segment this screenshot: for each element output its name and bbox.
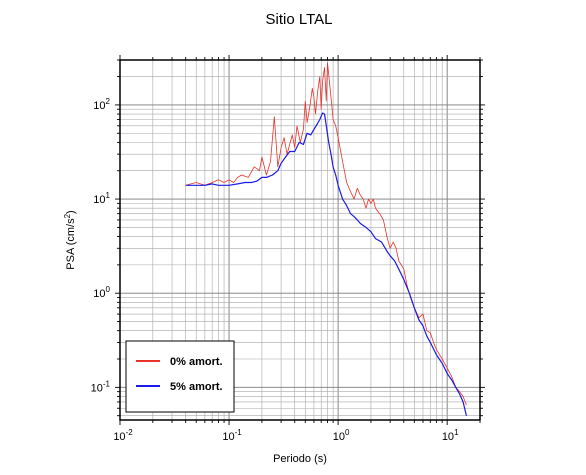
y-tick-label: 100: [93, 285, 110, 300]
legend-box: [125, 340, 235, 413]
series-layer: [185, 62, 467, 416]
series-line-damping-5: [185, 112, 467, 416]
x-axis-label: Periodo (s): [273, 453, 327, 465]
x-tick-label: 101: [442, 428, 459, 443]
tick-label-exponent: -1: [235, 428, 243, 437]
tick-label-exponent: 2: [106, 97, 111, 106]
y-tick-label: 10-1: [91, 379, 111, 394]
legend-label: 5% amort.: [170, 381, 223, 393]
x-tick-label: 100: [333, 428, 350, 443]
tick-label-exponent: 1: [106, 191, 111, 200]
x-tick-label: 10-2: [113, 428, 133, 443]
tick-label-base: 10: [91, 382, 103, 394]
tick-label-base: 10: [222, 431, 234, 443]
legend: 0% amort. 5% amort.: [125, 340, 235, 413]
y-axis-label-suffix: ): [65, 210, 77, 214]
tick-label-exponent: 0: [345, 428, 350, 437]
tick-label-base: 10: [113, 431, 125, 443]
tick-label-exponent: -1: [103, 379, 111, 388]
y-axis-label-sup: 2: [63, 213, 72, 218]
tick-label-base: 10: [93, 194, 105, 206]
plot-frame: [119, 59, 481, 421]
y-tick-label: 101: [93, 191, 110, 206]
y-axis-label: PSA (cm/s2): [63, 210, 78, 269]
tick-label-exponent: -2: [126, 428, 134, 437]
y-axis-label-prefix: PSA (cm/s: [65, 218, 77, 270]
tick-label-base: 10: [93, 100, 105, 112]
axis-ticks: [115, 55, 485, 425]
tick-label-base: 10: [442, 431, 454, 443]
tick-label-base: 10: [93, 288, 105, 300]
tick-label-exponent: 1: [454, 428, 459, 437]
y-tick-label: 102: [93, 97, 110, 112]
tick-label-base: 10: [333, 431, 345, 443]
chart-title: Sitio LTAL: [266, 11, 333, 28]
tick-label-exponent: 0: [106, 285, 111, 294]
legend-label: 0% amort.: [170, 356, 223, 368]
x-tick-label: 10-1: [222, 428, 242, 443]
